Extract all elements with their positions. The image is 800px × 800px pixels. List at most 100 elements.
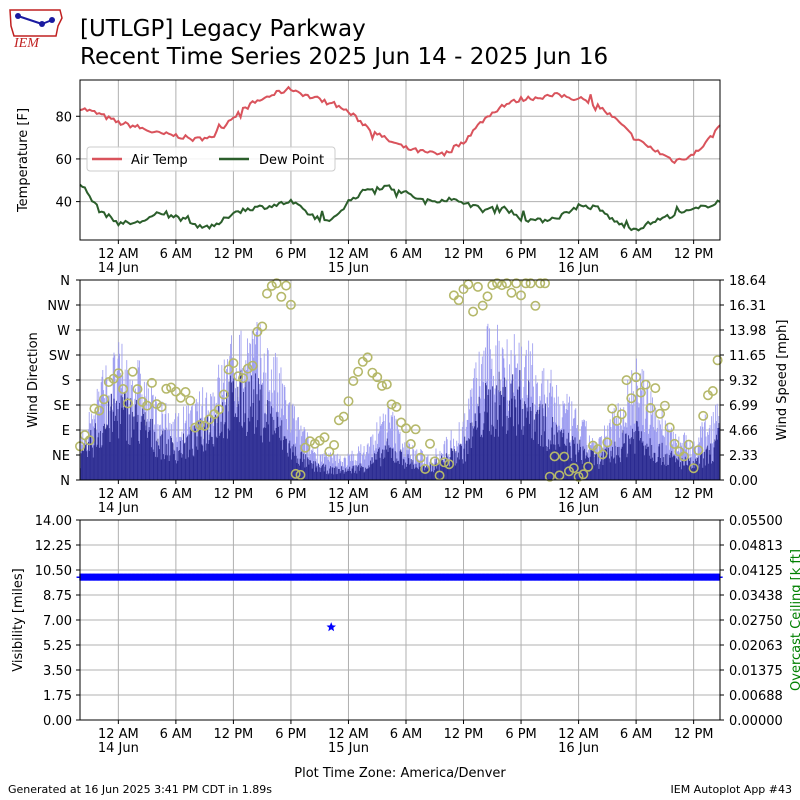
- wind-speed-bar: [606, 445, 608, 480]
- wind-speed-bar: [363, 472, 365, 480]
- wind-speed-bar: [283, 436, 285, 480]
- wind-speed-bar: [269, 441, 271, 480]
- wind-gust-bar: [684, 432, 685, 480]
- wind-gust-bar: [575, 408, 577, 480]
- wind-speed-bar: [174, 450, 176, 480]
- wind-speed-bar: [114, 421, 116, 480]
- x-tick-label: 6 AM: [390, 727, 423, 742]
- wind-gust-bar: [292, 403, 294, 480]
- wind-speed-bar: [406, 464, 408, 480]
- wind-speed-bar: [519, 370, 521, 480]
- wind-speed-bar: [366, 469, 367, 480]
- wind-gust-bar: [306, 432, 308, 480]
- wind-speed-bar: [120, 395, 122, 480]
- wind-speed-bar: [589, 456, 591, 480]
- wind-gust-bar: [636, 358, 637, 480]
- wind-speed-bar: [608, 458, 610, 480]
- wind-gust-bar: [565, 409, 567, 480]
- wind-gust-bar: [354, 460, 356, 480]
- wind-gust-bar: [249, 342, 251, 480]
- wind-speed-bar: [394, 451, 396, 480]
- wind-direction-point: [707, 385, 718, 396]
- wind-speed-bar: [360, 467, 362, 480]
- wind-speed-bar: [289, 440, 291, 480]
- wind-speed-bar: [300, 452, 302, 480]
- wind-speed-bar: [626, 457, 628, 480]
- wind-direction-point: [132, 384, 143, 395]
- wind-speed-bar: [660, 465, 662, 480]
- x-tick-label: 12 PM: [214, 487, 254, 502]
- wind-speed-bar: [386, 449, 387, 480]
- wind-speed-bar: [243, 422, 245, 480]
- wind-speed-bar: [292, 452, 294, 480]
- wind-speed-bar: [207, 415, 208, 480]
- wind-speed-bar: [324, 466, 326, 480]
- wind-speed-bar: [99, 447, 101, 480]
- wind-speed-bar: [414, 467, 416, 480]
- wind-direction-point: [247, 360, 258, 371]
- wind-speed-bar: [201, 444, 203, 480]
- wind-speed-bar: [352, 466, 354, 480]
- wind-direction-point: [415, 452, 426, 463]
- wind-speed-bar: [133, 429, 135, 480]
- wind-speed-bar: [390, 458, 392, 480]
- wind-speed-bar: [621, 446, 623, 480]
- wind-speed-bar: [562, 433, 564, 480]
- wind-speed-bar: [572, 436, 574, 480]
- wind-speed-bar: [172, 443, 174, 480]
- wind-gust-bar: [360, 444, 362, 480]
- wind-direction-point: [190, 422, 201, 433]
- wind-speed-bar: [291, 446, 293, 480]
- wind-speed-bar: [575, 454, 577, 480]
- wind-speed-bar: [476, 429, 478, 480]
- wind-gust-bar: [88, 412, 90, 480]
- wind-speed-bar: [139, 443, 140, 480]
- wind-direction-point: [429, 456, 440, 467]
- wind-speed-bar: [107, 399, 109, 480]
- wind-speed-bar: [675, 462, 677, 480]
- wind-gust-bar: [376, 422, 378, 480]
- wind-speed-bar: [402, 465, 403, 480]
- wind-speed-bar: [612, 446, 613, 480]
- wind-direction-point: [539, 278, 550, 289]
- wind-speed-bar: [412, 460, 414, 480]
- wind-speed-bar: [167, 455, 168, 480]
- wind-gust-bar: [549, 383, 551, 480]
- wind-gust-bar: [620, 407, 621, 480]
- wind-speed-bar: [537, 409, 538, 480]
- wind-gust-bar: [521, 346, 522, 480]
- wind-gust-bar: [708, 434, 709, 480]
- wind-speed-bar: [216, 438, 218, 480]
- wind-gust-bar: [304, 429, 306, 480]
- wind-speed-bar: [420, 467, 422, 480]
- wind-gust-bar: [138, 367, 140, 480]
- wind-direction-point: [655, 408, 666, 419]
- wind-speed-bar: [674, 456, 676, 480]
- wind-speed-bar: [307, 459, 309, 480]
- wind-speed-bar: [342, 470, 344, 480]
- wind-gust-bar: [105, 365, 107, 480]
- wind-speed-bar: [603, 459, 605, 480]
- wind-speed-bar: [118, 438, 120, 480]
- wind-speed-bar: [462, 463, 464, 480]
- wind-gust-bar: [294, 406, 295, 480]
- wind-direction-point: [444, 459, 455, 470]
- wind-speed-bar: [294, 446, 296, 480]
- wind-speed-bar: [610, 450, 612, 480]
- wind-gust-bar: [679, 452, 681, 480]
- wind-speed-bar: [375, 453, 377, 480]
- wind-speed-bar: [377, 451, 379, 480]
- wind-speed-bar: [505, 433, 507, 480]
- wind-speed-bar: [85, 440, 87, 480]
- wind-gust-bar: [187, 403, 189, 480]
- wind-speed-bar: [667, 464, 669, 480]
- wind-speed-bar: [370, 460, 371, 480]
- wind-speed-bar: [593, 465, 595, 480]
- wind-speed-bar: [409, 464, 411, 480]
- wind-gust-bar: [506, 339, 508, 480]
- wind-speed-bar: [490, 434, 492, 480]
- wind-gust-bar: [297, 417, 299, 480]
- wind-speed-bar: [525, 404, 526, 480]
- wind-gust-bar: [102, 370, 104, 480]
- wind-speed-bar: [681, 458, 683, 480]
